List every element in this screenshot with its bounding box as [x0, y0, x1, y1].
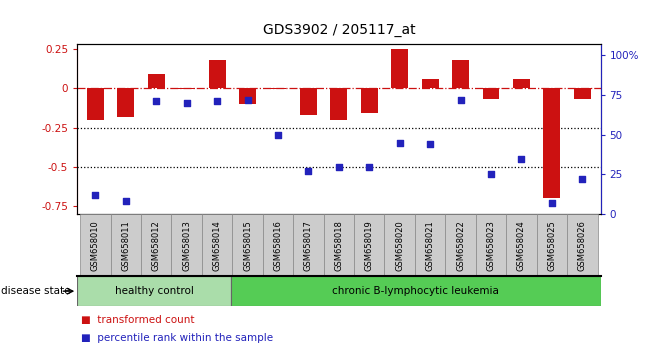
Bar: [87, 88, 104, 120]
Text: GSM658018: GSM658018: [334, 220, 344, 270]
Bar: [300, 88, 317, 115]
Point: [455, 97, 466, 103]
Text: healthy control: healthy control: [115, 286, 193, 296]
Bar: [513, 79, 530, 88]
Bar: [446, 214, 476, 276]
Point: [181, 100, 192, 106]
Point: [577, 176, 588, 182]
Bar: [452, 60, 469, 88]
Bar: [574, 88, 590, 99]
Text: GSM658016: GSM658016: [274, 220, 282, 270]
Bar: [117, 88, 134, 116]
Point: [333, 164, 344, 169]
Bar: [111, 214, 141, 276]
Point: [486, 172, 497, 177]
Point: [272, 132, 283, 138]
Bar: [422, 79, 439, 88]
Text: GSM658020: GSM658020: [395, 220, 404, 270]
Bar: [567, 214, 597, 276]
Bar: [263, 214, 293, 276]
Point: [212, 98, 223, 104]
Bar: [239, 88, 256, 104]
Text: GSM658024: GSM658024: [517, 220, 526, 270]
Text: GSM658010: GSM658010: [91, 220, 100, 270]
Bar: [77, 276, 231, 306]
Bar: [178, 88, 195, 89]
Point: [364, 164, 374, 169]
Text: GSM658022: GSM658022: [456, 220, 465, 270]
Point: [546, 200, 557, 206]
Text: GSM658021: GSM658021: [425, 220, 435, 270]
Bar: [415, 214, 446, 276]
Text: GSM658013: GSM658013: [183, 220, 191, 270]
Bar: [148, 74, 164, 88]
Bar: [391, 49, 408, 88]
Text: GSM658017: GSM658017: [304, 220, 313, 270]
Bar: [506, 214, 537, 276]
Bar: [354, 214, 384, 276]
Bar: [544, 88, 560, 199]
Bar: [141, 214, 172, 276]
Point: [303, 169, 314, 174]
Bar: [232, 214, 263, 276]
Point: [121, 199, 132, 204]
Bar: [331, 88, 347, 120]
Bar: [209, 60, 225, 88]
Bar: [361, 88, 378, 114]
Point: [242, 97, 253, 103]
Bar: [81, 214, 111, 276]
Text: chronic B-lymphocytic leukemia: chronic B-lymphocytic leukemia: [332, 286, 499, 296]
Text: disease state: disease state: [1, 286, 70, 296]
Text: GSM658011: GSM658011: [121, 220, 130, 270]
Bar: [537, 214, 567, 276]
Bar: [323, 214, 354, 276]
Bar: [172, 214, 202, 276]
Text: GSM658014: GSM658014: [213, 220, 221, 270]
Text: GSM658023: GSM658023: [486, 220, 495, 270]
Point: [90, 192, 101, 198]
Bar: [202, 214, 232, 276]
Bar: [270, 88, 287, 89]
Bar: [476, 214, 506, 276]
Text: GDS3902 / 205117_at: GDS3902 / 205117_at: [262, 23, 415, 37]
Bar: [482, 88, 499, 99]
Point: [425, 142, 435, 147]
Point: [395, 140, 405, 145]
Text: GSM658012: GSM658012: [152, 220, 161, 270]
Point: [151, 98, 162, 104]
Text: GSM658019: GSM658019: [365, 220, 374, 270]
Bar: [293, 214, 323, 276]
Bar: [384, 214, 415, 276]
Text: GSM658025: GSM658025: [548, 220, 556, 270]
Bar: [231, 276, 601, 306]
Text: GSM658015: GSM658015: [243, 220, 252, 270]
Point: [516, 156, 527, 161]
Text: ■  percentile rank within the sample: ■ percentile rank within the sample: [81, 333, 272, 343]
Text: ■  transformed count: ■ transformed count: [81, 315, 194, 325]
Text: GSM658026: GSM658026: [578, 220, 586, 270]
